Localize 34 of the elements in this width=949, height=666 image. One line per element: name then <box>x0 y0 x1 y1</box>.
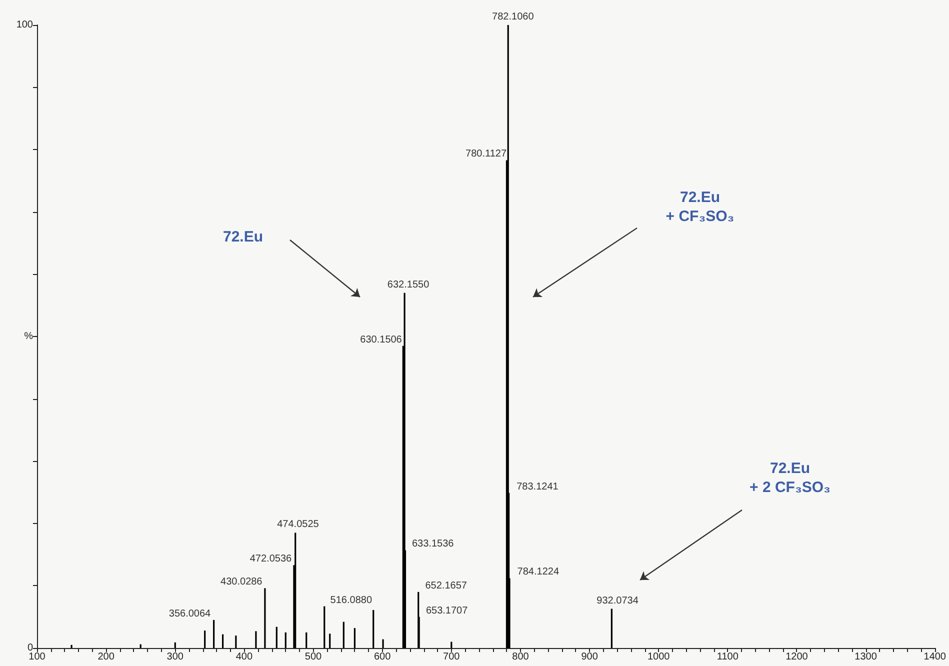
annotation: 633.1536 <box>412 538 454 550</box>
x-tick-label: 1000 <box>647 652 670 662</box>
x-tick-label: 600 <box>374 652 392 662</box>
x-tick-label: 1200 <box>786 652 808 662</box>
annotation: 783.1241 <box>516 481 559 492</box>
annotation: 932.0734 <box>596 595 639 606</box>
annotation: 72.Eu + CF₃SO₃ <box>666 189 734 225</box>
x-tick-label: 400 <box>236 652 253 662</box>
annotation: 472.0536 <box>250 554 292 565</box>
annotation: 430.0286 <box>220 576 263 588</box>
annotation: 356.0064 <box>168 608 212 620</box>
annotation: 72.Eu <box>222 228 264 246</box>
annotation: 474.0525 <box>277 519 320 530</box>
annotation: 516.0880 <box>330 594 372 606</box>
x-tick-label: 1400 <box>924 652 946 662</box>
annotation: 632.1550 <box>387 279 430 290</box>
y-tick-label: 100 <box>16 20 34 30</box>
x-tick-label: 900 <box>581 652 598 662</box>
annotation: 652.1657 <box>425 580 468 592</box>
x-tick-label: 300 <box>166 652 184 662</box>
x-tick-label: 1300 <box>854 652 878 662</box>
x-tick-label: 500 <box>304 652 322 662</box>
y-tick-label: 0 <box>27 642 34 654</box>
annotation: 782.1060 <box>492 12 534 22</box>
annotation: 630.1506 <box>360 334 402 346</box>
y-tick-label: % <box>24 331 34 342</box>
x-tick-label: 200 <box>98 652 115 662</box>
annotation: 653.1707 <box>426 605 468 616</box>
x-tick-label: 700 <box>443 652 460 662</box>
annotation: 72.Eu + 2 CF₃SO₃ <box>750 460 831 496</box>
annotation: 780.1127 <box>466 148 507 160</box>
x-tick-label: 1100 <box>716 652 739 662</box>
x-tick-label: 800 <box>512 652 530 662</box>
annotation: 784.1224 <box>517 566 560 578</box>
